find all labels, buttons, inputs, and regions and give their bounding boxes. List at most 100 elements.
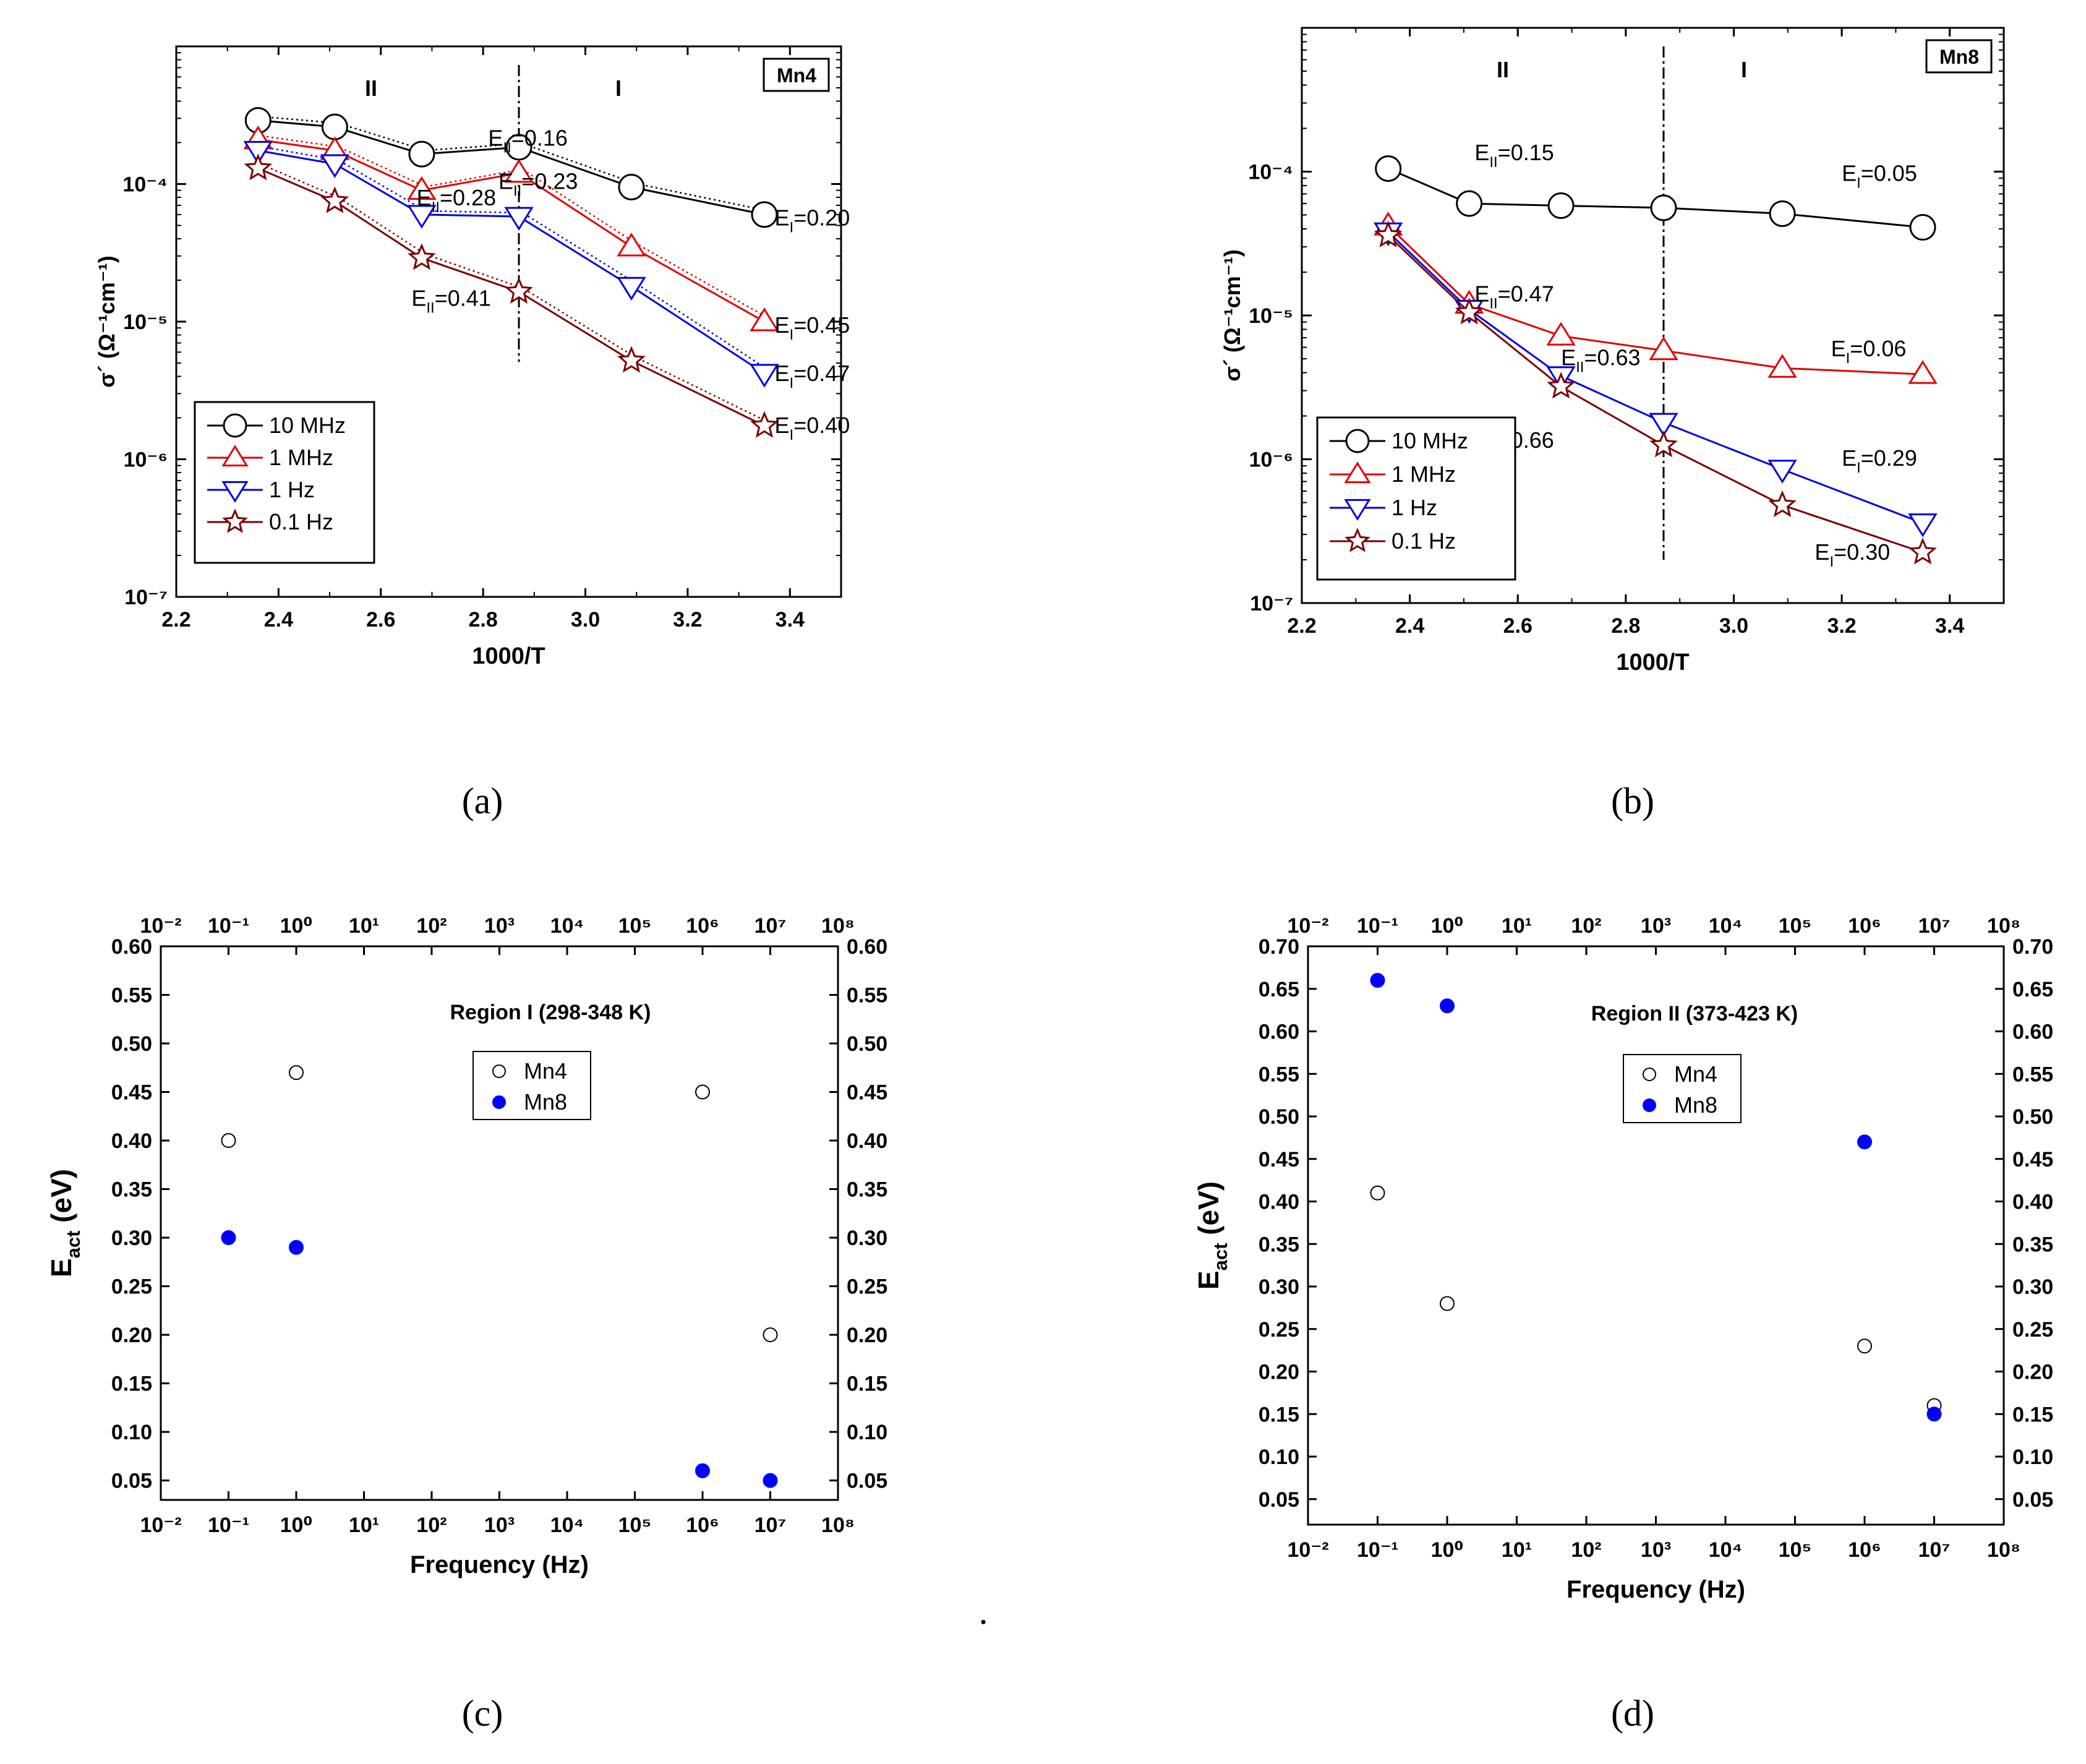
activation-energy-label: EII=0.16 xyxy=(488,125,567,156)
data-point xyxy=(617,276,646,301)
data-point xyxy=(221,1133,236,1149)
x-tick-label: 10⁸ xyxy=(1987,1538,2020,1562)
y-tick-label: 10⁻⁴ xyxy=(1248,161,1293,184)
plot-frame xyxy=(160,945,839,1501)
x-tick-label-top: 10² xyxy=(416,914,447,938)
y-tick-label: 0.45 xyxy=(111,1081,152,1105)
x-tick-label: 10⁶ xyxy=(1848,1538,1881,1562)
chart-a: 2.2 2.4 2.6 2.8 3.0 3.2 3.4 10⁻⁷ 10⁻⁶ 10⁻⁵ 10⁻⁴ 100… xyxy=(94,45,850,669)
y-tick-label: 0.60 xyxy=(111,935,152,959)
y-tick-label: 0.55 xyxy=(1259,1063,1299,1086)
y-tick-label: 0.15 xyxy=(111,1372,152,1396)
y-tick-label-right: 0.45 xyxy=(847,1081,887,1105)
legend-marker xyxy=(221,481,249,503)
x-tick-label: 10¹ xyxy=(1502,1538,1532,1562)
chart-c: 10⁻² 10⁻² 10⁻¹ 10⁻¹ 10⁰ 10⁰ 10¹ 10¹ 10² 10² 10³ 10³… xyxy=(45,914,887,1578)
sample-label-text: Mn8 xyxy=(1939,46,1979,68)
y-tick-label-right: 0.25 xyxy=(2012,1318,2053,1342)
data-point xyxy=(289,1065,304,1081)
y-tick-label-right: 0.05 xyxy=(2012,1488,2053,1512)
region-label-ii: II xyxy=(365,75,377,101)
data-point xyxy=(320,154,350,178)
y-tick-label: 0.10 xyxy=(111,1421,152,1444)
legend-marker xyxy=(1345,429,1370,453)
y-tick-label: 10⁻⁵ xyxy=(123,310,168,334)
activation-energy-label: EII=0.41 xyxy=(411,286,490,317)
legend: 10 MHz 1 MHz 1 Hz 0.1 Hz xyxy=(194,401,375,564)
y-tick-label: 10⁻⁵ xyxy=(1249,304,1293,328)
data-point xyxy=(750,307,779,332)
x-tick-label: 3.0 xyxy=(1719,614,1748,638)
x-tick-label-top: 10⁰ xyxy=(1431,914,1464,938)
activation-energy-label: EII=0.47 xyxy=(1474,281,1554,312)
data-point xyxy=(1769,200,1796,227)
data-point xyxy=(505,276,533,304)
y-tick-label: 0.60 xyxy=(1259,1021,1299,1044)
data-point xyxy=(1374,220,1403,247)
data-point xyxy=(695,1463,710,1478)
y-tick-label-right: 0.50 xyxy=(847,1032,887,1056)
y-tick-label: 0.05 xyxy=(1259,1488,1299,1512)
chart-d: 10⁻² 10⁻² 10⁻¹ 10⁻¹ 10⁰ 10⁰ 10¹ 10¹ 10² 10² 10³ 10³… xyxy=(1192,914,2053,1603)
x-axis-label: 1000/T xyxy=(472,643,545,669)
x-tick-label-top: 10⁻² xyxy=(1287,914,1328,938)
x-tick-label: 10⁴ xyxy=(1709,1538,1743,1562)
legend: 10 MHz 1 MHz 1 Hz 0.1 Hz xyxy=(1316,416,1516,581)
x-tick-label: 10⁸ xyxy=(821,1514,855,1537)
x-tick-label: 10² xyxy=(1571,1538,1601,1562)
legend-label: 1 MHz xyxy=(1391,461,1456,487)
data-point xyxy=(1370,973,1385,988)
data-point xyxy=(1370,1185,1385,1201)
legend-marker xyxy=(221,445,249,467)
y-tick-label-right: 0.30 xyxy=(847,1227,887,1250)
legend-box xyxy=(1623,1054,1742,1123)
y-tick-label: 10⁻⁶ xyxy=(1249,448,1293,472)
activation-energy-label: EI=0.05 xyxy=(1842,161,1917,192)
legend-marker xyxy=(1643,1098,1656,1112)
y-tick-label-right: 0.45 xyxy=(2012,1148,2053,1171)
legend-marker xyxy=(223,413,247,438)
x-tick-label-top: 10³ xyxy=(484,914,515,938)
panel-label-b: (b) xyxy=(1611,781,1654,821)
x-tick-label-top: 10⁶ xyxy=(1848,914,1881,938)
chart-title: Region II (373-423 K) xyxy=(1591,1002,1798,1025)
x-tick-label: 10⁷ xyxy=(1918,1538,1951,1562)
y-tick-label: 0.35 xyxy=(111,1178,152,1202)
data-point xyxy=(695,1084,710,1100)
data-point xyxy=(1456,190,1483,217)
y-tick-label: 0.30 xyxy=(111,1227,152,1250)
data-point xyxy=(1768,460,1797,484)
legend-marker xyxy=(1643,1068,1656,1081)
x-tick-label: 10⁵ xyxy=(1779,1538,1812,1562)
x-tick-label: 10⁰ xyxy=(280,1514,313,1537)
legend-marker xyxy=(222,508,248,533)
sample-label: Mn8 xyxy=(1925,39,1993,74)
x-tick-label-top: 10³ xyxy=(1641,914,1671,938)
sample-label: Mn4 xyxy=(763,58,830,92)
x-tick-label: 2.4 xyxy=(1395,614,1424,638)
x-tick-label-top: 10¹ xyxy=(1502,914,1532,938)
chart-title: Region I (298-348 K) xyxy=(450,1001,651,1024)
series-fit-1 xyxy=(262,135,769,319)
region-label-i: I xyxy=(1741,57,1747,82)
y-tick-label: 0.35 xyxy=(1259,1233,1299,1256)
activation-energy-label: EI=0.40 xyxy=(775,413,850,443)
data-point xyxy=(1908,513,1938,537)
legend-label: Mn8 xyxy=(1674,1092,1717,1118)
data-point xyxy=(1547,192,1575,220)
data-point xyxy=(1768,490,1797,517)
sample-label-box xyxy=(1925,39,1993,74)
x-tick-label: 10³ xyxy=(484,1514,515,1537)
data-point xyxy=(763,1327,778,1343)
x-tick-label: 10⁻² xyxy=(1287,1538,1328,1562)
x-tick-label: 2.8 xyxy=(1611,614,1640,638)
x-tick-label: 10⁻¹ xyxy=(1357,1538,1398,1562)
y-tick-label-right: 0.40 xyxy=(847,1129,887,1153)
data-point xyxy=(289,1240,304,1255)
x-tick-label: 2.2 xyxy=(1287,614,1316,638)
y-tick-label-right: 0.10 xyxy=(847,1421,887,1444)
series-line-1 xyxy=(1387,225,1923,375)
x-tick-label: 3.2 xyxy=(673,608,702,632)
y-tick-label: 0.10 xyxy=(1259,1445,1299,1469)
